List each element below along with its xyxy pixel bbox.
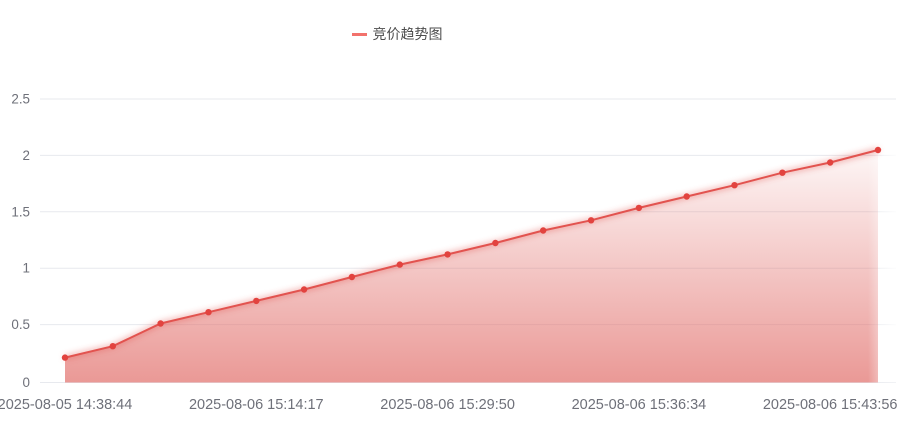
svg-text:2025-08-06 15:14:17: 2025-08-06 15:14:17 <box>189 397 324 413</box>
svg-text:2: 2 <box>23 148 30 163</box>
svg-text:2025-08-06 15:36:34: 2025-08-06 15:36:34 <box>572 397 707 413</box>
svg-text:1.5: 1.5 <box>11 204 30 219</box>
svg-text:2025-08-06 15:29:50: 2025-08-06 15:29:50 <box>380 397 515 413</box>
svg-text:1: 1 <box>23 261 30 276</box>
svg-text:0: 0 <box>23 375 30 390</box>
svg-text:2025-08-05 14:38:44: 2025-08-05 14:38:44 <box>0 397 132 413</box>
svg-text:2.5: 2.5 <box>11 92 30 107</box>
svg-text:2025-08-06 15:43:56: 2025-08-06 15:43:56 <box>763 397 898 413</box>
svg-text:0.5: 0.5 <box>11 317 30 332</box>
